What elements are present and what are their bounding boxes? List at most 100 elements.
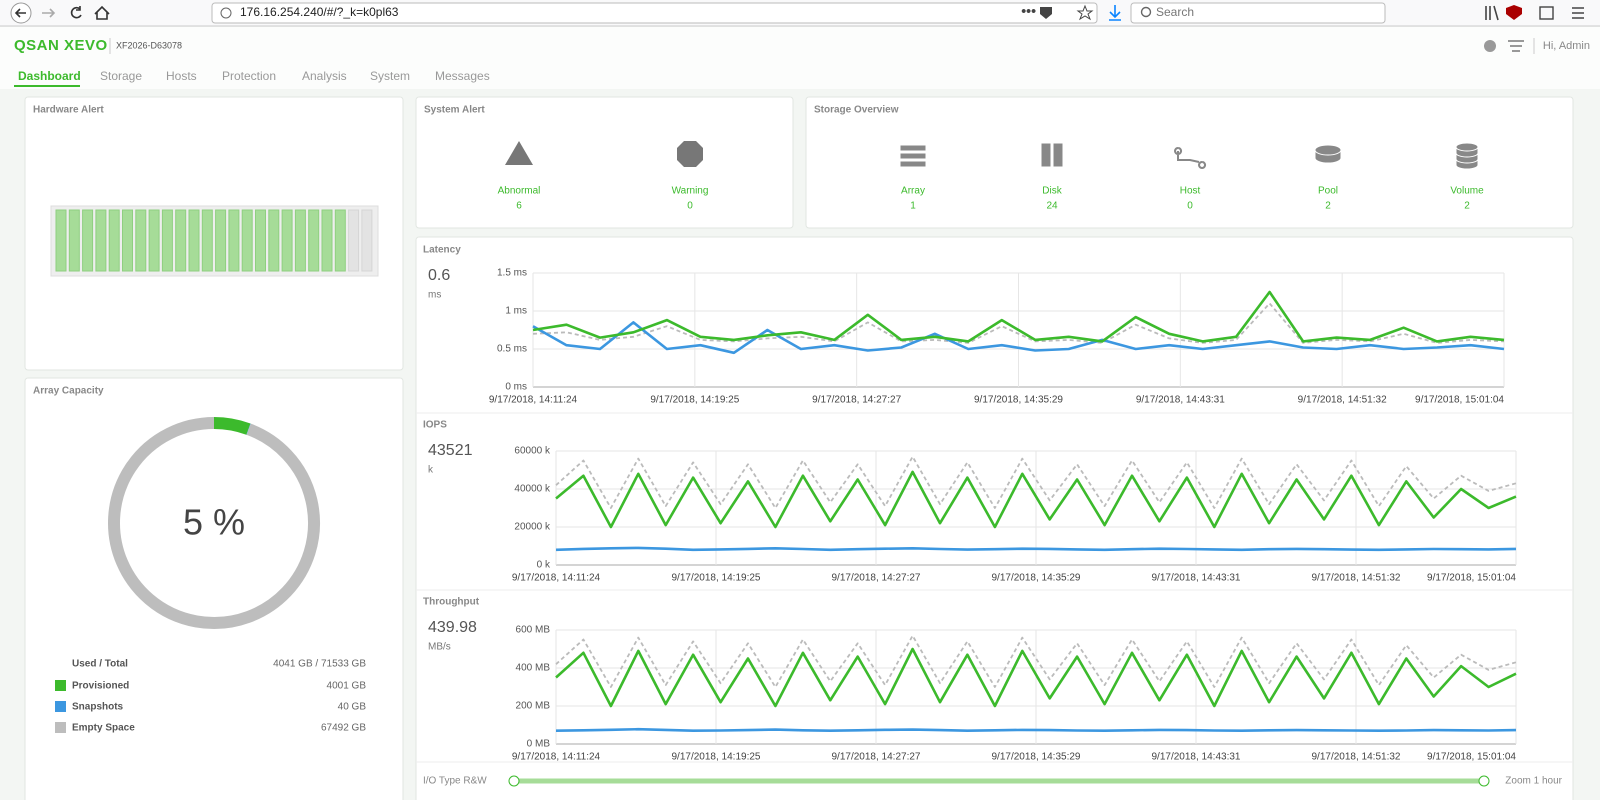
capacity-percent: 5 % (183, 502, 245, 543)
y-tick-label: 0.5 ms (497, 344, 527, 355)
storage-label[interactable]: Host (1180, 186, 1201, 197)
storage-value: 2 (1464, 201, 1470, 212)
more-icon: ••• (1021, 3, 1036, 19)
disk-slot (348, 209, 360, 272)
disk-slot (148, 209, 160, 272)
disk-slot (135, 209, 147, 272)
series-line (555, 455, 1517, 509)
current-value: 43521 (428, 442, 473, 459)
nav-item[interactable]: System (370, 69, 410, 83)
slider-handle[interactable] (1478, 775, 1490, 787)
alert-label[interactable]: Abnormal (498, 186, 541, 197)
legend-swatch (55, 701, 66, 712)
storage-icon (1314, 144, 1342, 164)
disk-slot (68, 209, 80, 272)
nav-item[interactable]: Dashboard (18, 69, 81, 83)
y-tick-label: 1 ms (505, 306, 527, 317)
x-tick-label: 9/17/2018, 14:11:24 (512, 752, 601, 763)
sidebar-icon[interactable] (1539, 6, 1554, 20)
legend-value: 4001 GB (327, 681, 367, 692)
pocket-icon[interactable] (1040, 7, 1052, 19)
x-tick-label: 9/17/2018, 14:35:29 (974, 395, 1063, 406)
y-tick-label: 0 ms (505, 382, 527, 393)
disk-slot (95, 209, 107, 272)
alert-value: 6 (516, 201, 522, 212)
storage-icon (1040, 142, 1064, 168)
library-icon[interactable] (1485, 5, 1499, 21)
legend-swatch (55, 680, 66, 691)
x-tick-label: 9/17/2018, 14:19:25 (672, 752, 761, 763)
storage-label[interactable]: Volume (1450, 186, 1484, 197)
alert-label[interactable]: Warning (672, 186, 709, 197)
x-tick-label: 9/17/2018, 14:19:25 (672, 573, 761, 584)
legend-value: 67492 GB (321, 723, 366, 734)
storage-icon (1174, 147, 1207, 169)
nav-item[interactable]: Analysis (302, 69, 347, 83)
help-icon[interactable] (1484, 40, 1496, 52)
storage-value: 0 (1187, 201, 1193, 212)
home-button[interactable] (94, 5, 110, 20)
x-tick-label: 9/17/2018, 15:01:04 (1415, 395, 1504, 406)
legend-value: 40 GB (338, 702, 367, 713)
nav-item[interactable]: Protection (222, 69, 276, 83)
disk-slot (228, 209, 240, 272)
x-tick-label: 9/17/2018, 14:51:32 (1312, 573, 1401, 584)
slider-handle[interactable] (508, 775, 520, 787)
chart-title: Latency (423, 245, 461, 256)
io-type-select[interactable]: I/O Type R&W (423, 776, 487, 787)
zoom-select[interactable]: Zoom 1 hour (1505, 776, 1562, 787)
x-tick-label: 9/17/2018, 14:11:24 (512, 573, 601, 584)
search-icon (1140, 6, 1152, 18)
series-line (555, 546, 1517, 552)
panel-title: System Alert (424, 105, 485, 116)
legend-value: 4041 GB / 71533 GB (273, 659, 366, 670)
disk-slot (255, 209, 266, 272)
legend-label: Used / Total (72, 659, 128, 670)
url-text: 176.16.254.240/#/?_k=k0pl63 (240, 5, 399, 19)
current-unit: ms (428, 290, 441, 301)
disk-slot (122, 209, 133, 272)
storage-label[interactable]: Pool (1318, 186, 1338, 197)
storage-label[interactable]: Array (901, 186, 925, 197)
legend-label: Provisioned (72, 681, 129, 692)
y-tick-label: 1.5 ms (497, 268, 527, 279)
chart-title: Throughput (423, 597, 480, 608)
download-icon[interactable] (1109, 5, 1121, 21)
reload-button[interactable] (70, 6, 82, 19)
disk-slot (308, 209, 320, 272)
panel (415, 96, 794, 229)
y-tick-label: 400 MB (516, 663, 551, 674)
logo: QSAN XEVO (14, 37, 108, 54)
disk-slot (321, 209, 333, 272)
disk-slot (175, 209, 187, 272)
nav-item[interactable]: Messages (435, 69, 490, 83)
disk-slot (215, 209, 227, 272)
tasks-icon[interactable] (1508, 40, 1524, 52)
y-tick-label: 200 MB (516, 701, 551, 712)
menu-icon[interactable] (1572, 7, 1584, 19)
disk-slot (188, 209, 200, 272)
nav-item[interactable]: Hosts (166, 69, 197, 83)
x-tick-label: 9/17/2018, 14:27:27 (832, 752, 921, 763)
search-box[interactable] (1130, 2, 1386, 24)
ublock-icon[interactable] (1506, 5, 1522, 20)
x-tick-label: 9/17/2018, 14:51:32 (1298, 395, 1387, 406)
nav-item[interactable]: Storage (100, 69, 142, 83)
y-tick-label: 600 MB (516, 625, 551, 636)
disk-slot (294, 209, 306, 272)
bookmark-icon[interactable] (1076, 4, 1094, 21)
forward-button[interactable] (42, 8, 56, 18)
panel-title: Storage Overview (814, 105, 899, 116)
panel (415, 236, 1574, 800)
x-tick-label: 9/17/2018, 14:51:32 (1312, 752, 1401, 763)
x-tick-label: 9/17/2018, 14:27:27 (812, 395, 901, 406)
storage-value: 2 (1325, 201, 1331, 212)
storage-label[interactable]: Disk (1042, 186, 1062, 197)
panel (805, 96, 1574, 229)
y-tick-label: 60000 k (514, 446, 551, 457)
series-line (555, 634, 1517, 688)
disk-slot (361, 209, 373, 272)
url-bar[interactable] (211, 2, 1098, 24)
legend-label: Empty Space (72, 723, 135, 734)
y-tick-label: 20000 k (514, 522, 551, 533)
